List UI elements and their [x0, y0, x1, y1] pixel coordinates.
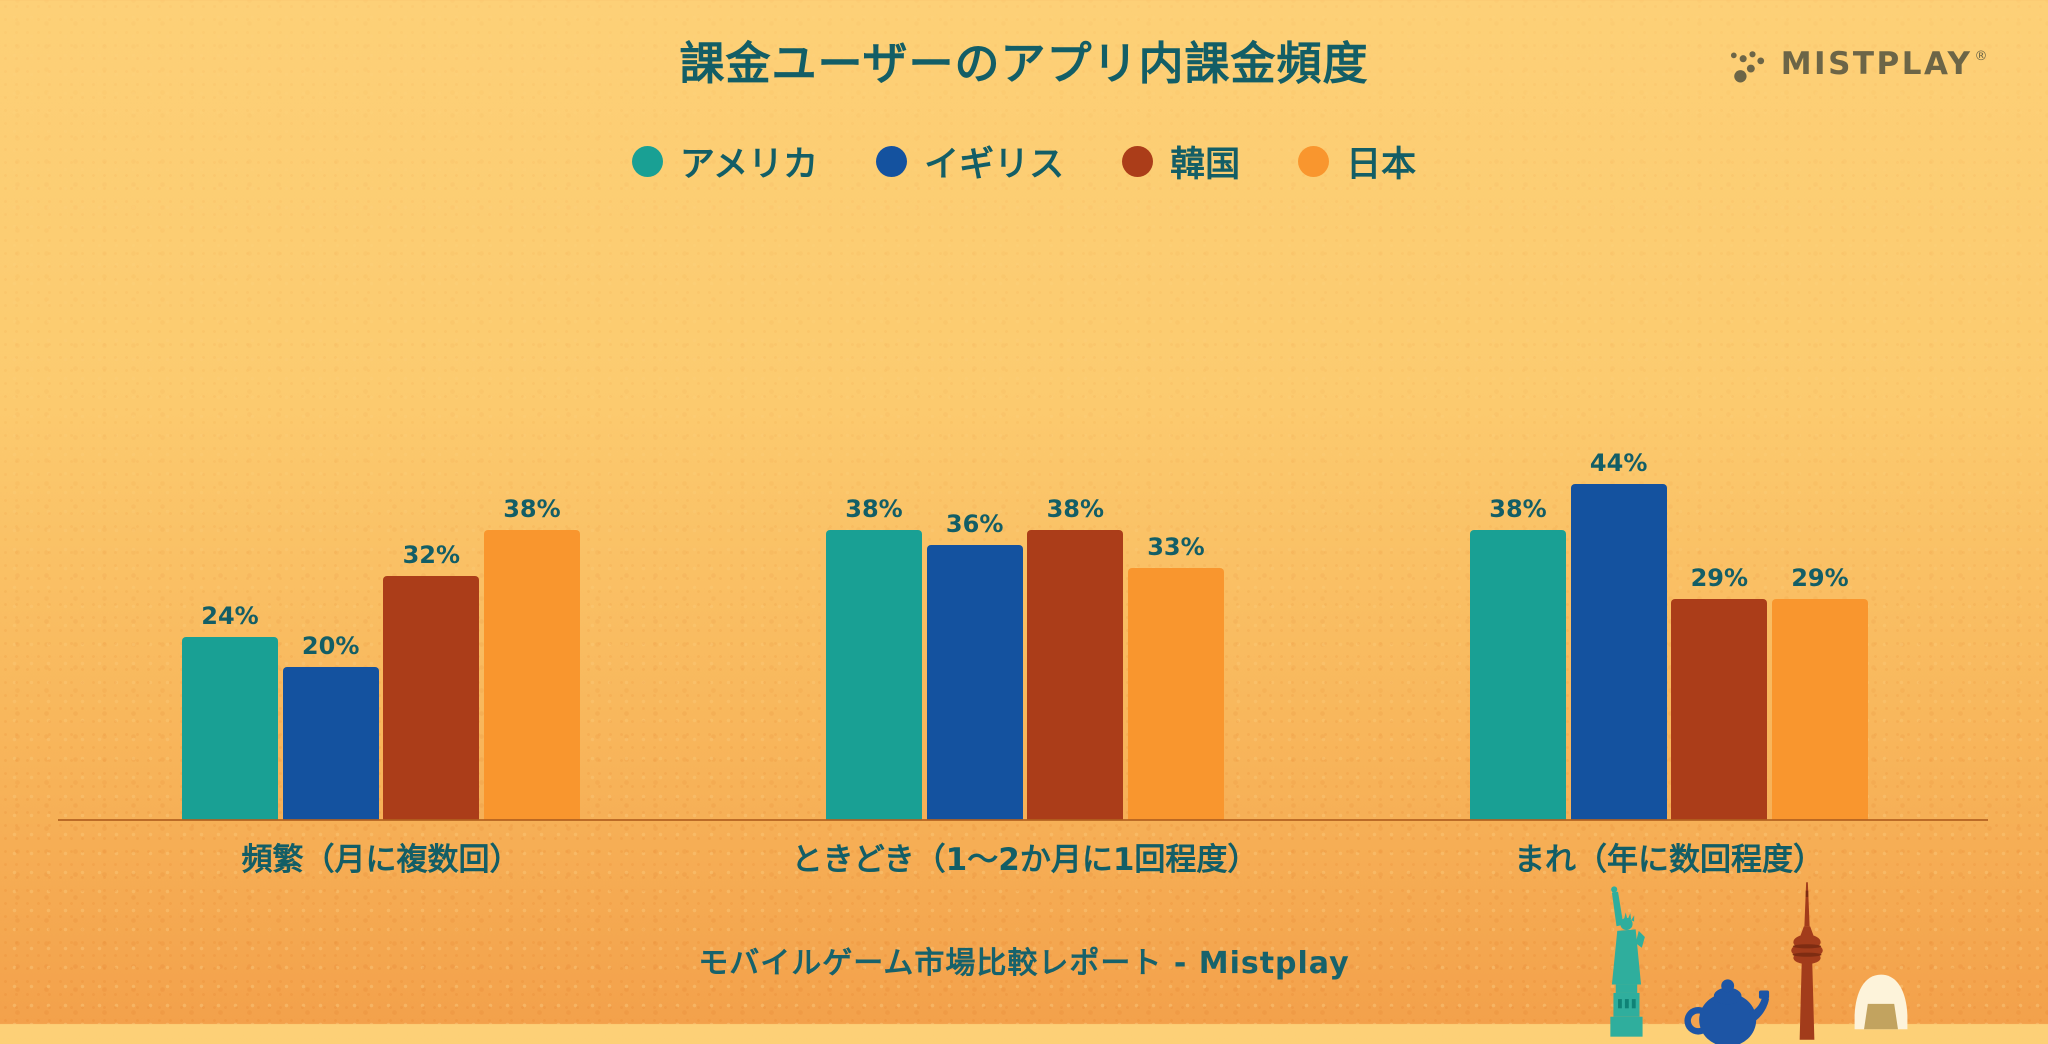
category-axis: 頻繁（月に複数回） ときどき（1〜2か月に1回程度） まれ（年に数回程度）	[182, 834, 1868, 879]
bar-group: 38% 36% 38% 33%	[826, 495, 1224, 820]
bar	[1470, 530, 1566, 820]
bar-wrap: 29%	[1671, 564, 1768, 820]
mistplay-logo: MISTPLAY ®	[1725, 40, 1990, 88]
category-label: 頻繁（月に複数回）	[241, 842, 521, 878]
category-cell: まれ（年に数回程度）	[1470, 834, 1868, 879]
bar-wrap: 33%	[1127, 533, 1224, 820]
bar	[182, 637, 278, 820]
legend-item: アメリカ	[631, 136, 819, 187]
category-cell: ときどき（1〜2か月に1回程度）	[792, 834, 1259, 879]
bar-wrap: 24%	[182, 602, 278, 820]
footer-caption: モバイルゲーム市場比較レポート - Mistplay	[698, 946, 1350, 981]
bar-value-label: 24%	[201, 602, 259, 630]
bar	[383, 576, 480, 820]
bar-value-label: 33%	[1147, 533, 1205, 561]
bar-group: 24% 20% 32% 38%	[182, 495, 580, 820]
bar-value-label: 38%	[845, 495, 903, 523]
bar-group: 38% 44% 29% 29%	[1470, 449, 1868, 820]
bar	[826, 530, 922, 820]
chart-legend: アメリカ イギリス 韓国 日本	[0, 136, 2048, 187]
bar-wrap: 20%	[282, 632, 379, 820]
bar-value-label: 20%	[301, 632, 360, 660]
mistplay-dots-icon	[1725, 40, 1769, 88]
legend-label: 韓国	[1170, 145, 1241, 185]
bar-wrap: 38%	[826, 495, 922, 820]
bar-wrap: 44%	[1570, 449, 1667, 820]
legend-item: 日本	[1298, 136, 1416, 187]
mistplay-wordmark: MISTPLAY ®	[1780, 46, 1990, 82]
bar-value-label: 29%	[1791, 564, 1849, 592]
bar	[1027, 530, 1124, 820]
bar	[282, 667, 379, 820]
bar-value-label: 29%	[1690, 564, 1749, 592]
bar-chart: 24% 20% 32% 38% 38% 36% 38% 33% 38% 44% 29% 29%	[182, 430, 1868, 820]
legend-item: イギリス	[876, 136, 1064, 187]
legend-label: イギリス	[924, 145, 1065, 185]
category-label: ときどき（1〜2か月に1回程度）	[791, 842, 1259, 878]
x-axis-line	[58, 819, 1988, 821]
legend-swatch	[1298, 146, 1330, 177]
bar-wrap: 36%	[926, 510, 1023, 820]
bar-wrap: 32%	[383, 541, 480, 820]
bar	[1771, 599, 1868, 820]
bar-wrap: 29%	[1771, 564, 1868, 820]
bar-value-label: 38%	[1046, 495, 1105, 523]
bar-value-label: 32%	[402, 541, 461, 569]
legend-swatch	[1122, 146, 1154, 177]
bar-wrap: 38%	[1470, 495, 1566, 820]
category-label: まれ（年に数回程度）	[1514, 842, 1824, 878]
legend-swatch	[876, 146, 908, 177]
legend-label: アメリカ	[679, 145, 819, 185]
bar-wrap: 38%	[1027, 495, 1124, 820]
bar	[483, 530, 580, 820]
chart-title: 課金ユーザーのアプリ内課金頻度	[679, 37, 1369, 90]
category-cell: 頻繁（月に複数回）	[182, 834, 580, 879]
bar-wrap: 38%	[483, 495, 580, 820]
legend-swatch	[631, 146, 663, 177]
bar-value-label: 36%	[945, 510, 1004, 538]
legend-label: 日本	[1346, 145, 1417, 185]
bar	[1570, 484, 1667, 820]
bar-value-label: 44%	[1589, 449, 1648, 477]
bar-value-label: 38%	[503, 495, 561, 523]
bar	[1671, 599, 1768, 820]
registered-mark: ®	[1974, 49, 1990, 64]
legend-item: 韓国	[1122, 136, 1240, 187]
bar	[1127, 568, 1224, 820]
bar-value-label: 38%	[1489, 495, 1547, 523]
bar	[926, 545, 1023, 820]
